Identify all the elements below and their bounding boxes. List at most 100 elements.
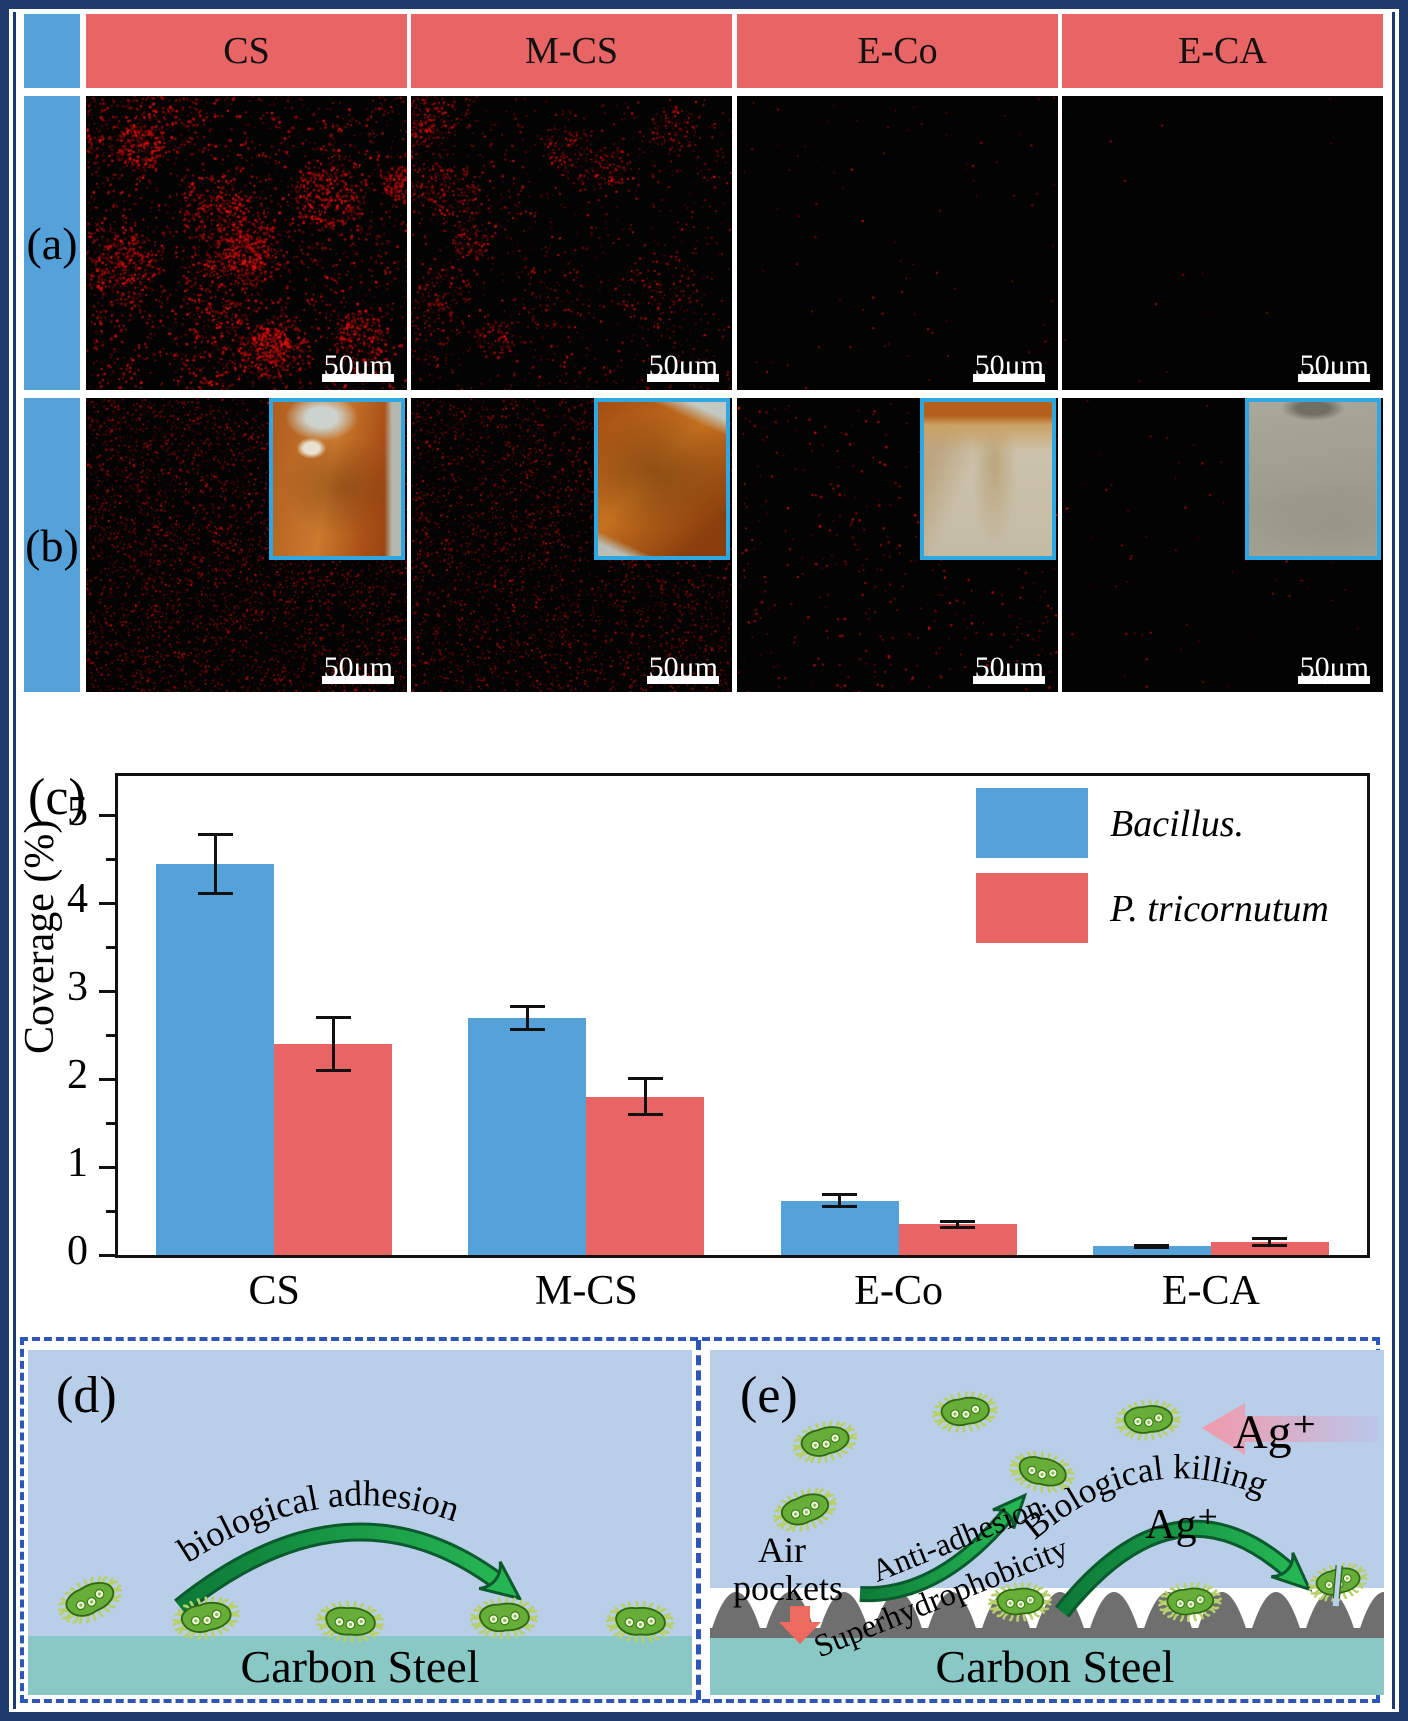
x-axis-label-m-cs: M-CS: [535, 1268, 638, 1314]
anti-adhesion-arrowhead: [992, 1492, 1028, 1530]
error-bar: [940, 1219, 976, 1229]
column-header-label: E-CA: [1178, 30, 1267, 72]
row-a-label-text: (a): [26, 217, 78, 269]
sample-photo-inset-partially-corroded-steel: [920, 398, 1056, 560]
scale-bar: 50μm: [647, 652, 720, 684]
error-bar: [627, 1077, 663, 1117]
y-axis-major-tick: [99, 989, 115, 993]
adhesion-arrow: [175, 1525, 500, 1613]
scale-bar: 50μm: [322, 652, 395, 684]
row-a-label: (a): [24, 96, 80, 390]
y-axis-minor-tick: [106, 858, 115, 861]
bacterium: [315, 1600, 385, 1644]
error-bar: [1252, 1236, 1288, 1248]
air-pockets-label-line1: Air: [758, 1530, 806, 1570]
killing-arrowhead: [1270, 1552, 1313, 1592]
error-bar-cap: [197, 891, 233, 895]
column-header-label: M-CS: [525, 30, 618, 72]
column-header-label: E-Co: [857, 30, 938, 72]
y-axis-tick-label: 0: [67, 1228, 88, 1274]
sample-photo-inset-rusted-steel: [269, 398, 405, 560]
fluorescence-speckle-canvas: [1062, 96, 1383, 390]
row-b-label: (b): [24, 398, 80, 692]
column-header-mcs: M-CS: [411, 14, 732, 88]
carbon-steel-label-e: Carbon Steel: [936, 1641, 1175, 1692]
error-bar-cap: [197, 833, 233, 837]
bar-ptricornutum-cs: [274, 1044, 393, 1255]
y-axis-tick-label: 2: [67, 1052, 88, 1099]
scale-bar-line: [647, 676, 720, 684]
fluorescence-micrograph-cs: 50μm: [86, 96, 407, 390]
legend-label-bacillus: Bacillus.: [1110, 803, 1245, 845]
y-axis-tick-label: 1: [67, 1140, 88, 1187]
adhesion-arrowhead: [478, 1560, 523, 1601]
silver-ion-arrow: [1202, 1403, 1378, 1455]
error-bar: [1134, 1243, 1170, 1249]
row-b-label-text: (b): [25, 519, 79, 571]
scale-bar-line: [322, 676, 395, 684]
fluorescence-micrograph-m-cs: 50μm: [411, 398, 732, 692]
y-axis-major-tick: [99, 1077, 115, 1081]
panel-d-label: (d): [56, 1367, 117, 1424]
bacteria-group-d: [57, 1575, 675, 1644]
error-bar-cap: [1252, 1236, 1288, 1240]
silver-ion-arrow-label: Ag⁺: [1233, 1406, 1317, 1459]
column-header-eca: E-CA: [1062, 14, 1383, 88]
error-bar-cap: [509, 1004, 545, 1008]
error-bar-cap: [627, 1077, 663, 1081]
schematic-panel-divider: [696, 1340, 701, 1700]
fluorescence-micrograph-cs: 50μm: [86, 398, 407, 692]
surface-dome: [925, 1592, 979, 1638]
surface-dome: [1357, 1592, 1384, 1638]
error-bar-cap: [940, 1219, 976, 1223]
scale-bar-line: [647, 374, 720, 382]
surface-dome: [1303, 1592, 1357, 1638]
column-header-cs: CS: [86, 14, 407, 88]
bar-bacillus-cs: [156, 863, 275, 1255]
y-axis-tick-label: 4: [67, 876, 88, 923]
panel-d-carbon-steel-bar: [28, 1636, 692, 1695]
fluorescence-micrograph-e-co: 50μm: [737, 398, 1058, 692]
bacterium: [1114, 1399, 1182, 1441]
error-bar: [509, 1004, 545, 1031]
y-axis-major-tick: [99, 901, 115, 905]
scale-bar-line: [973, 676, 1046, 684]
error-bar-cap: [627, 1113, 663, 1117]
fluorescence-micrograph-e-co: 50μm: [737, 96, 1058, 390]
y-axis-minor-tick: [106, 945, 115, 949]
y-axis-major-tick: [99, 814, 115, 818]
error-bar-cap: [822, 1192, 858, 1196]
bacterium: [988, 1582, 1052, 1622]
fluorescence-micrograph-m-cs: 50μm: [411, 96, 732, 390]
error-bar-cap: [940, 1225, 976, 1229]
bar-ptricornutum-e-ca: [1210, 1241, 1329, 1255]
fluorescence-micrograph-e-ca: 50μm: [1062, 96, 1383, 390]
y-axis-minor-tick: [106, 1033, 115, 1037]
bar-ptricornutum-e-co: [898, 1224, 1017, 1255]
x-axis-label-cs: CS: [248, 1268, 300, 1314]
fluorescence-speckle-canvas: [411, 96, 732, 390]
error-bar-cap: [1134, 1243, 1170, 1247]
y-axis-tick-label: 3: [67, 964, 88, 1011]
bacterium: [792, 1420, 858, 1464]
surface-dome: [871, 1592, 925, 1638]
carbon-steel-label-d: Carbon Steel: [241, 1641, 480, 1692]
surface-dome: [817, 1592, 871, 1638]
bacteria-group-e: [773, 1391, 1368, 1623]
scale-bar-line: [1298, 374, 1371, 382]
air-pockets-label-line2: pockets: [733, 1568, 843, 1608]
legend-swatch-tricornutum: [976, 873, 1088, 943]
bacterium: [469, 1596, 539, 1640]
bar-bacillus-m-cs: [468, 1017, 587, 1255]
error-bar-cap: [315, 1015, 351, 1019]
error-bar-cap: [1134, 1245, 1170, 1249]
bar-chart-plot-area: Bacillus. P. tricornutum 0 1 2 3 4 5 CS M-CS E-C…: [67, 773, 1370, 1314]
surface-dome: [1249, 1592, 1303, 1638]
panel-e-label: (e): [740, 1367, 798, 1424]
column-header-label: CS: [223, 30, 270, 72]
error-bar: [315, 1015, 351, 1073]
fluorescence-micrograph-e-ca: 50μm: [1062, 398, 1383, 692]
x-axis-label-e-ca: E-CA: [1161, 1268, 1260, 1314]
bacterium: [172, 1596, 240, 1640]
scale-bar: 50μm: [973, 652, 1046, 684]
